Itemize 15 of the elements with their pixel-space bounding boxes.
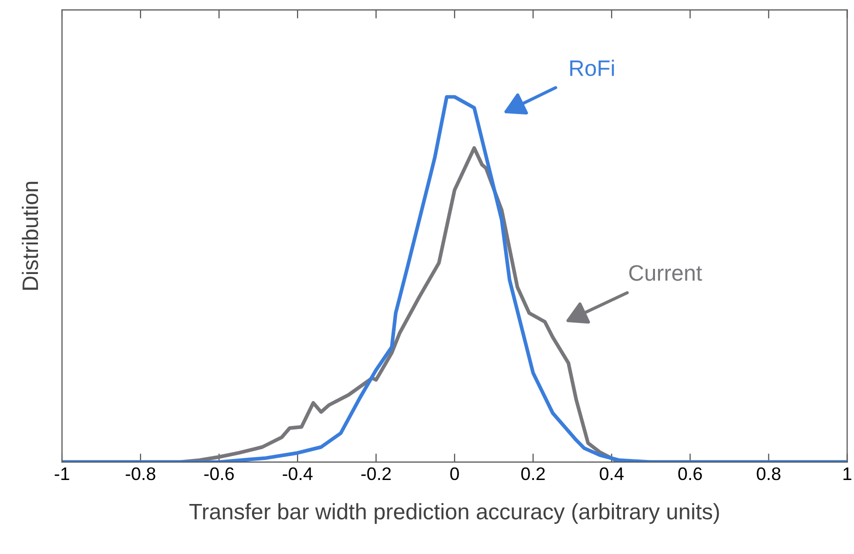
x-tick-label: 0.2 xyxy=(521,467,545,480)
x-tick-label: -0.8 xyxy=(126,467,156,480)
x-tick-label: -0.6 xyxy=(204,467,234,480)
x-tick-label: 0.4 xyxy=(600,467,624,480)
x-tick-label: -0.4 xyxy=(282,467,313,480)
text: RoFi xyxy=(570,60,614,76)
y-axis-title: Distribution xyxy=(22,182,38,290)
x-tick-label: 0.8 xyxy=(756,467,780,480)
x-tick-label: -1 xyxy=(54,468,70,480)
x-tick-label: 0.6 xyxy=(678,467,702,480)
text: Current xyxy=(629,265,702,281)
x-tick-label: -0.2 xyxy=(361,467,391,480)
x-axis-title: Transfer bar width prediction accuracy (arbitrary units) xyxy=(189,503,719,524)
x-tick-label: 1 xyxy=(844,468,852,480)
x-tick-label: 0 xyxy=(450,467,459,480)
